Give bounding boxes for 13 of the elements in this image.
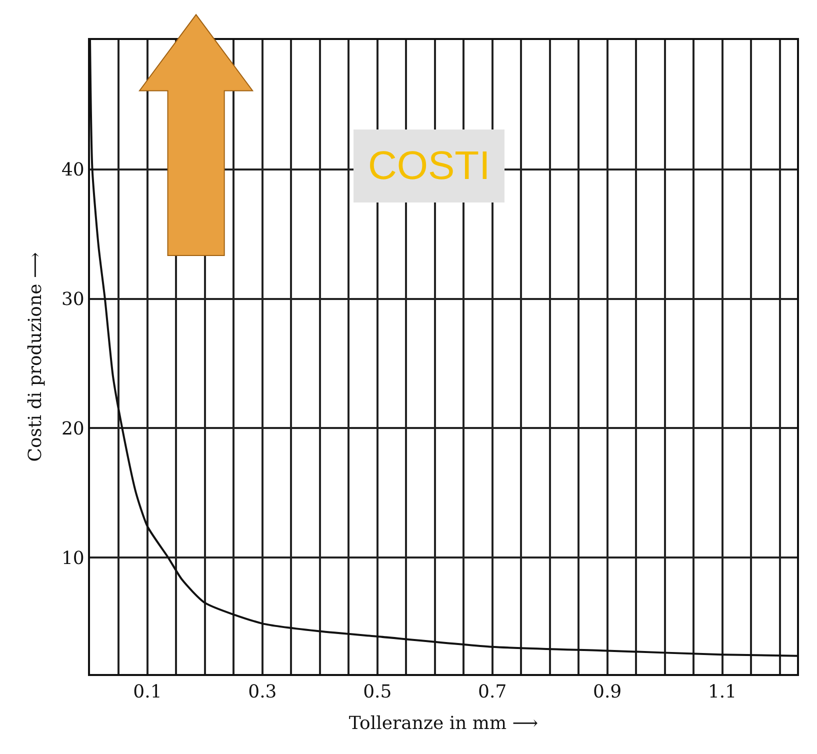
y-tick-label: 10 (61, 548, 84, 569)
y-tick-label: 40 (61, 160, 84, 181)
x-tick-label: 1.1 (708, 682, 737, 703)
y-tick-label: 20 (61, 418, 84, 440)
x-tick-label: 0.7 (478, 682, 507, 703)
y-axis-title: Costi di produzione ⟶ (25, 252, 46, 462)
annotation: COSTI (368, 144, 490, 188)
x-tick-label: 0.9 (593, 682, 622, 703)
x-tick-label: 0.3 (248, 682, 277, 703)
x-tick-label: 0.5 (363, 682, 392, 703)
y-tick-label: 30 (61, 289, 84, 310)
x-tick-label: 0.1 (133, 682, 162, 703)
x-axis-title: Tolleranze in mm ⟶ (348, 713, 538, 734)
